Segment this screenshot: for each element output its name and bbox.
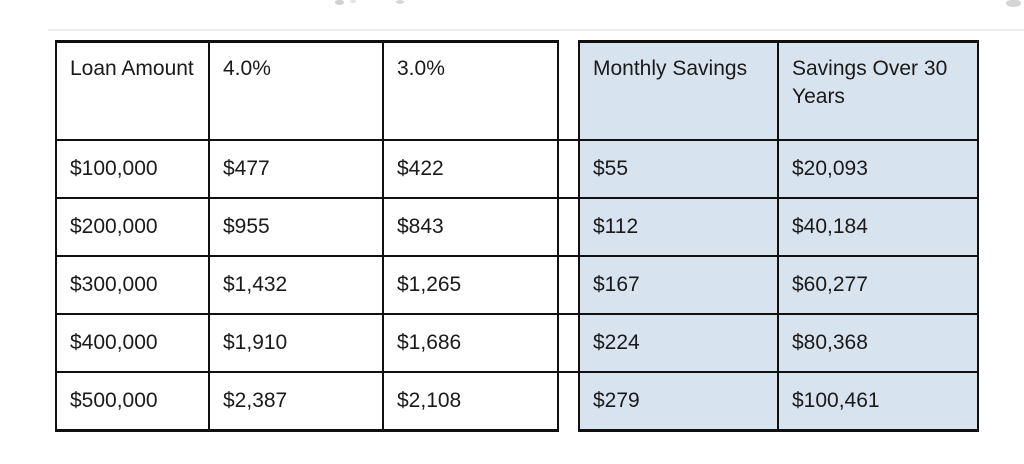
table-cell: $80,368 <box>777 313 979 373</box>
table-cell: $167 <box>578 255 779 315</box>
table-cell: $100,000 <box>55 139 210 199</box>
table-cell: $1,265 <box>382 255 559 315</box>
spacer-column-cell <box>557 139 580 199</box>
table-cell: $422 <box>382 139 559 199</box>
spacer-column-cell <box>557 371 580 431</box>
spacer-column-cell <box>557 313 580 373</box>
table-cell: $843 <box>382 197 559 257</box>
table-header-row: Loan Amount 4.0% 3.0% Monthly Savings Sa… <box>55 40 979 141</box>
spacer-column-cell <box>557 41 580 141</box>
cropped-text-remnant <box>335 0 344 5</box>
table-cell: $224 <box>578 313 779 373</box>
table-cell: $40,184 <box>777 197 979 257</box>
table-cell: $2,387 <box>208 371 384 432</box>
header-loan-amount: Loan Amount <box>55 40 210 141</box>
cropped-text-remnant <box>350 0 356 3</box>
table-cell: $477 <box>208 139 384 199</box>
mortgage-savings-table: Loan Amount 4.0% 3.0% Monthly Savings Sa… <box>55 40 979 432</box>
table-row: $100,000 $477 $422 $55 $20,093 <box>55 139 979 199</box>
table-cell: $1,432 <box>208 255 384 315</box>
table-cell: $20,093 <box>777 139 979 199</box>
header-rate-4-percent: 4.0% <box>208 40 384 141</box>
header-savings-over-30-years: Savings Over 30 Years <box>777 40 979 141</box>
header-monthly-savings: Monthly Savings <box>578 40 779 141</box>
spacer-column-cell <box>557 255 580 315</box>
table-row: $300,000 $1,432 $1,265 $167 $60,277 <box>55 255 979 315</box>
table-cell: $2,108 <box>382 371 559 432</box>
table-cell: $55 <box>578 139 779 199</box>
cropped-text-remnant <box>396 0 404 4</box>
table-cell: $1,910 <box>208 313 384 373</box>
table-cell: $400,000 <box>55 313 210 373</box>
table-cell: $279 <box>578 371 779 432</box>
table-row: $400,000 $1,910 $1,686 $224 $80,368 <box>55 313 979 373</box>
spacer-column-cell <box>557 197 580 257</box>
table-cell: $955 <box>208 197 384 257</box>
table-cell: $300,000 <box>55 255 210 315</box>
table-cell: $60,277 <box>777 255 979 315</box>
table-row: $200,000 $955 $843 $112 $40,184 <box>55 197 979 257</box>
table-cell: $112 <box>578 197 779 257</box>
header-rate-3-percent: 3.0% <box>382 40 559 141</box>
horizontal-rule <box>48 29 1024 31</box>
table-cell: $1,686 <box>382 313 559 373</box>
table-row: $500,000 $2,387 $2,108 $279 $100,461 <box>55 371 979 432</box>
table-cell: $100,461 <box>777 371 979 432</box>
cropped-text-remnant <box>1006 0 1021 7</box>
table-cell: $500,000 <box>55 371 210 432</box>
savings-table-container: Loan Amount 4.0% 3.0% Monthly Savings Sa… <box>55 40 979 432</box>
table-cell: $200,000 <box>55 197 210 257</box>
